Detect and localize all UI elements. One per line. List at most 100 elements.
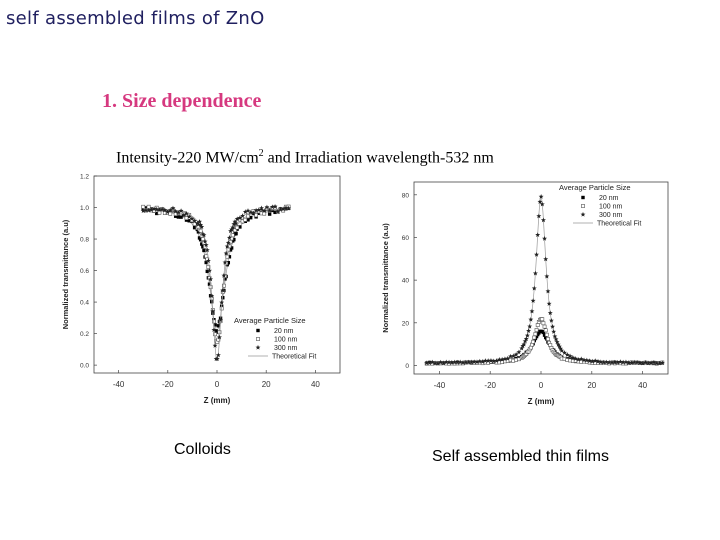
legend-marker xyxy=(255,344,261,350)
data-point xyxy=(523,336,529,342)
data-point xyxy=(508,353,513,359)
data-point xyxy=(634,359,640,365)
data-point xyxy=(238,225,242,229)
data-point xyxy=(657,360,662,366)
data-point xyxy=(230,233,235,238)
y-tick-label: 0.6 xyxy=(80,268,89,275)
data-point xyxy=(631,359,637,365)
data-point xyxy=(283,205,289,211)
x-tick-label: 40 xyxy=(638,381,647,390)
data-point xyxy=(499,356,505,362)
data-point xyxy=(162,207,168,213)
data-point xyxy=(449,359,455,365)
data-point xyxy=(234,216,240,222)
data-point xyxy=(643,359,648,365)
data-point xyxy=(601,359,607,365)
data-point xyxy=(223,250,229,256)
data-point xyxy=(513,351,519,357)
data-point xyxy=(480,359,486,364)
data-point xyxy=(214,356,220,362)
data-point xyxy=(208,285,213,289)
data-point xyxy=(157,210,162,215)
data-point xyxy=(651,359,657,365)
data-point xyxy=(533,332,538,336)
section-subtitle: 1. Size dependence xyxy=(102,90,262,112)
data-point xyxy=(159,206,165,212)
y-tick-label: 60 xyxy=(402,235,410,242)
thin-films-chart: -40 -20 0 20 40 0 20 40 60 80 Z (mm) Normalized tra… xyxy=(381,181,669,406)
data-point xyxy=(248,209,254,215)
data-point xyxy=(544,332,549,337)
data-point xyxy=(529,308,535,314)
data-point xyxy=(272,203,278,209)
data-point xyxy=(491,358,497,364)
data-point xyxy=(553,336,559,342)
y-tick-label: 0 xyxy=(405,363,409,370)
y-tick-label: 0.8 xyxy=(80,237,89,244)
data-point xyxy=(175,209,181,215)
data-point xyxy=(173,214,178,218)
legend-marker xyxy=(256,337,260,341)
data-point xyxy=(620,359,626,365)
data-point xyxy=(482,358,488,363)
data-point xyxy=(179,215,183,219)
data-point xyxy=(264,204,270,210)
data-point xyxy=(232,219,238,224)
x-tick-label: -40 xyxy=(113,380,125,389)
data-point xyxy=(232,237,236,242)
data-point xyxy=(184,218,189,222)
colloids-chart: -40 -20 0 20 40 0.0 0.2 0.4 0.6 0.8 1.0 1.2 Z (mm) No… xyxy=(61,174,341,405)
data-point xyxy=(242,209,248,214)
data-point xyxy=(237,215,243,220)
data-point xyxy=(176,215,181,219)
x-tick-label: 20 xyxy=(262,380,271,389)
data-point xyxy=(552,333,558,339)
data-point xyxy=(207,268,212,273)
data-point xyxy=(143,207,149,213)
data-point xyxy=(194,220,200,226)
data-point xyxy=(192,225,197,230)
y-tick-label: 0.4 xyxy=(80,300,89,307)
data-point xyxy=(173,208,179,214)
data-point xyxy=(200,242,204,246)
data-point xyxy=(535,323,540,327)
data-point xyxy=(535,232,541,237)
data-point xyxy=(202,248,206,253)
y-tick-label: 0.2 xyxy=(80,331,89,338)
data-point xyxy=(578,356,584,362)
data-point xyxy=(457,359,463,365)
data-point xyxy=(538,194,544,199)
y-tick-label: 20 xyxy=(402,320,410,327)
x-axis-label: Z (mm) xyxy=(528,397,555,406)
data-point xyxy=(178,208,184,213)
legend-entry: 300 nm xyxy=(599,212,623,219)
fit-curve xyxy=(143,209,291,331)
legend-marker xyxy=(580,211,586,217)
data-point xyxy=(245,208,251,213)
data-point xyxy=(603,359,609,365)
data-point xyxy=(522,338,528,344)
data-point xyxy=(219,299,225,305)
data-point xyxy=(542,324,547,329)
data-point xyxy=(424,360,430,366)
legend-title: Average Particle Size xyxy=(234,316,306,325)
data-point xyxy=(225,240,231,245)
data-point xyxy=(548,317,554,323)
data-point xyxy=(204,254,209,259)
data-point xyxy=(259,209,264,213)
data-point xyxy=(654,360,660,366)
data-point xyxy=(609,359,615,365)
data-point xyxy=(200,237,205,241)
data-point xyxy=(269,204,275,210)
data-point xyxy=(540,217,546,223)
x-tick-label: 0 xyxy=(539,381,544,390)
legend-title: Average Particle Size xyxy=(559,183,631,192)
data-point xyxy=(432,360,438,366)
data-point xyxy=(250,210,256,216)
y-axis-label: Normalized transmittance (a.u) xyxy=(61,219,70,329)
data-point xyxy=(254,213,259,218)
data-point xyxy=(545,288,551,294)
data-point xyxy=(212,319,216,324)
data-point xyxy=(558,346,564,351)
data-point xyxy=(562,350,567,355)
